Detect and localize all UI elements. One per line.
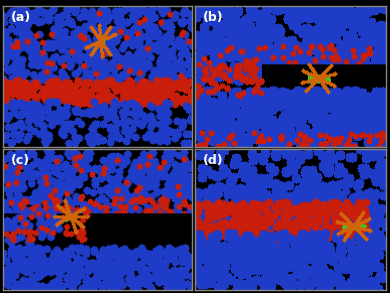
Text: (b): (b) [203, 11, 223, 24]
Text: (d): (d) [203, 154, 223, 167]
Text: (a): (a) [11, 11, 31, 24]
Text: (c): (c) [11, 154, 30, 167]
